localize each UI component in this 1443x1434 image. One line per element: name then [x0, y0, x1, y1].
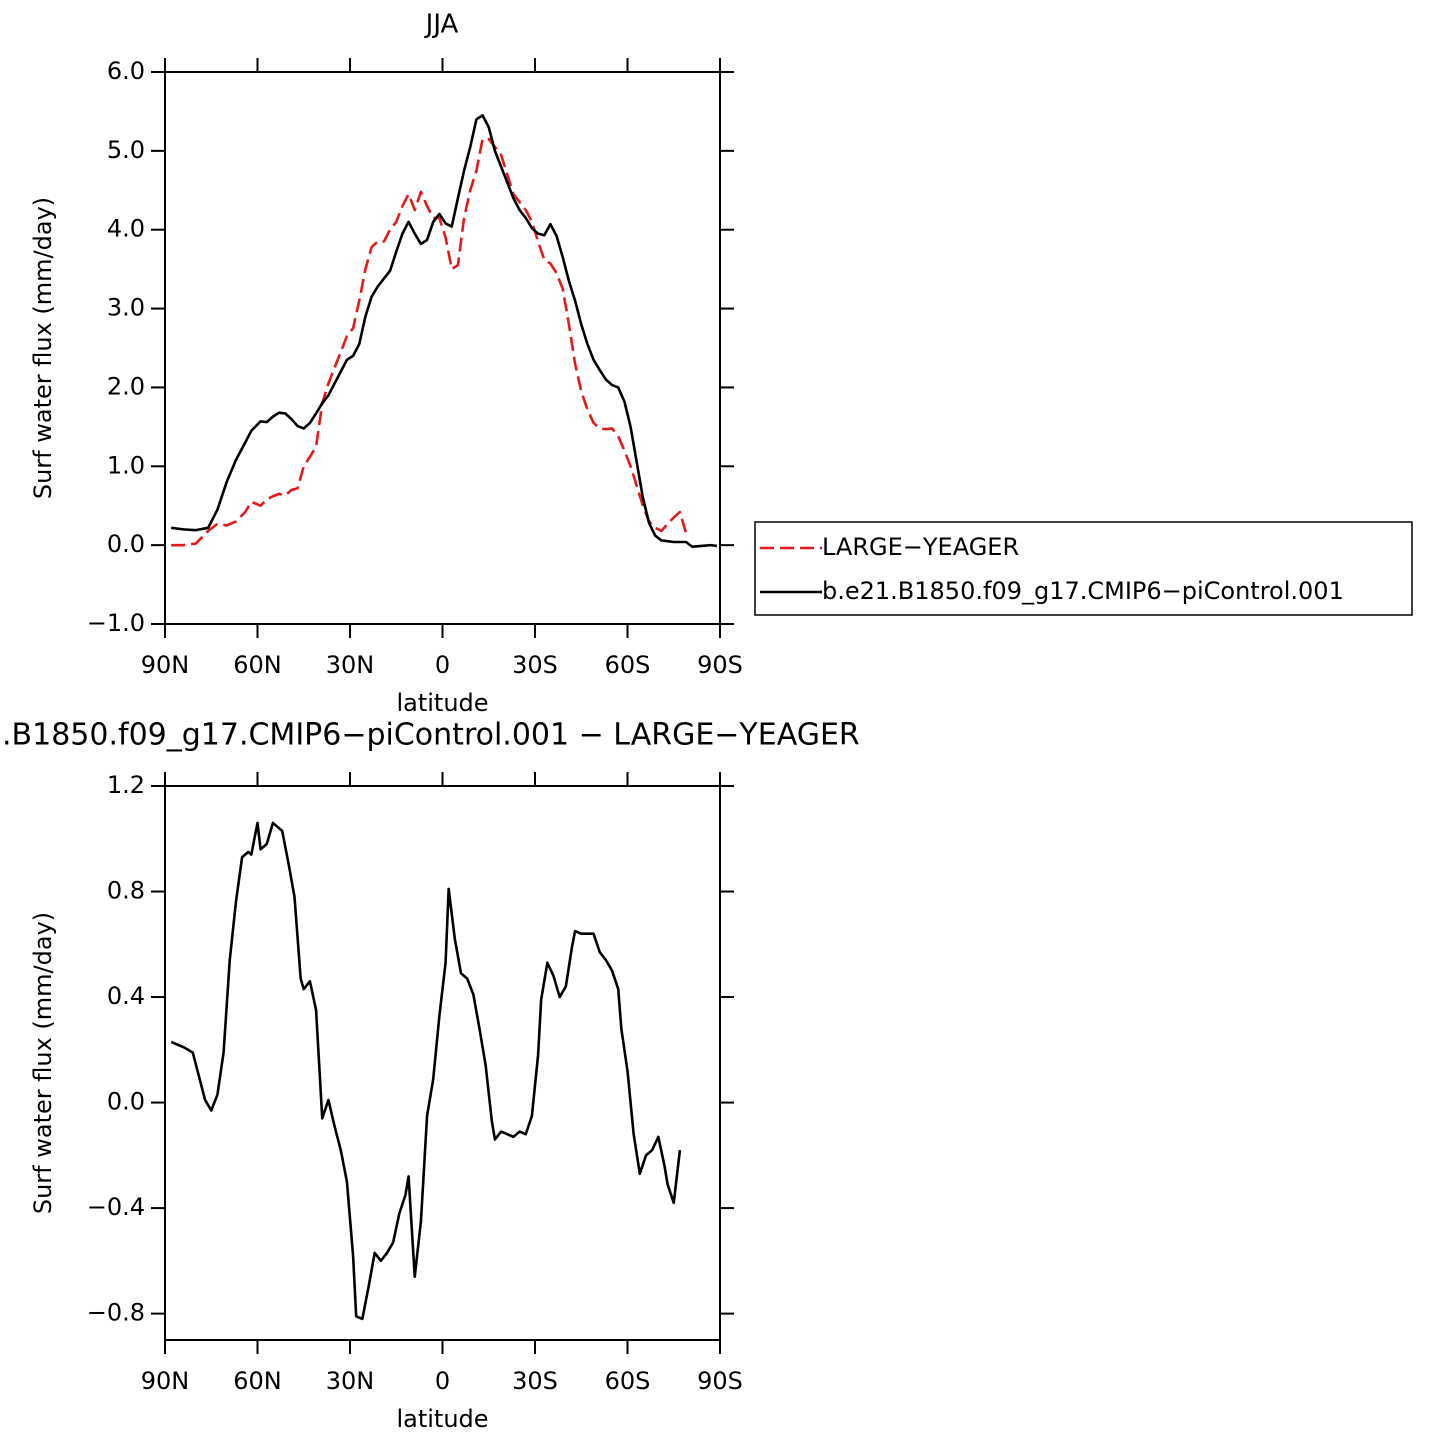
x-tick-label: 60N [233, 651, 282, 679]
legend-box [754, 521, 1413, 616]
chart-title: .B1850.f09_g17.CMIP6−piControl.001 − LAR… [2, 718, 860, 753]
y-tick-label: 0.0 [107, 530, 145, 558]
y-tick-label: 3.0 [107, 294, 145, 322]
y-tick-label: 6.0 [107, 57, 145, 85]
x-tick-label: 60S [605, 651, 651, 679]
y-tick-label: 4.0 [107, 215, 145, 243]
data-line [170, 821, 682, 1321]
x-tick-label: 30N [326, 651, 375, 679]
y-tick-label: −0.4 [87, 1193, 145, 1221]
y-tick-label: 1.2 [107, 771, 145, 799]
x-tick-label: 30N [326, 1367, 375, 1395]
x-tick-label: 90N [141, 1367, 190, 1395]
y-tick-label: 5.0 [107, 136, 145, 164]
x-tick-label: 30S [512, 1367, 558, 1395]
y-tick-label: −0.8 [87, 1299, 145, 1327]
chart-title: JJA [424, 10, 459, 40]
x-tick-label: 90N [141, 651, 190, 679]
data-line [171, 114, 718, 549]
x-tick-label: 0 [435, 1367, 450, 1395]
legend: LARGE−YEAGER b.e21.B1850.f09_g17.CMIP6−pi… [754, 521, 1413, 616]
legend-label: LARGE−YEAGER [822, 533, 1019, 561]
x-tick-label: 60N [233, 1367, 282, 1395]
legend-label: b.e21.B1850.f09_g17.CMIP6−piControl.001 [822, 577, 1344, 605]
x-axis-label: latitude [396, 689, 488, 717]
y-tick-label: 1.0 [107, 451, 145, 479]
y-tick-label: 0.8 [107, 877, 145, 905]
x-tick-label: 90S [697, 1367, 743, 1395]
x-tick-label: 60S [605, 1367, 651, 1395]
y-tick-label: −1.0 [87, 609, 145, 637]
plot-frame [164, 785, 721, 1341]
y-axis-label: Surf water flux (mm/day) [29, 912, 57, 1214]
y-tick-label: 0.0 [107, 1088, 145, 1116]
plot-frame [164, 71, 721, 625]
y-tick-label: 0.4 [107, 982, 145, 1010]
data-line [171, 137, 688, 547]
x-axis-label: latitude [396, 1405, 488, 1433]
y-tick-label: 2.0 [107, 372, 145, 400]
x-tick-label: 0 [435, 651, 450, 679]
y-axis-label: Surf water flux (mm/day) [29, 197, 57, 499]
x-tick-label: 30S [512, 651, 558, 679]
x-tick-label: 90S [697, 651, 743, 679]
